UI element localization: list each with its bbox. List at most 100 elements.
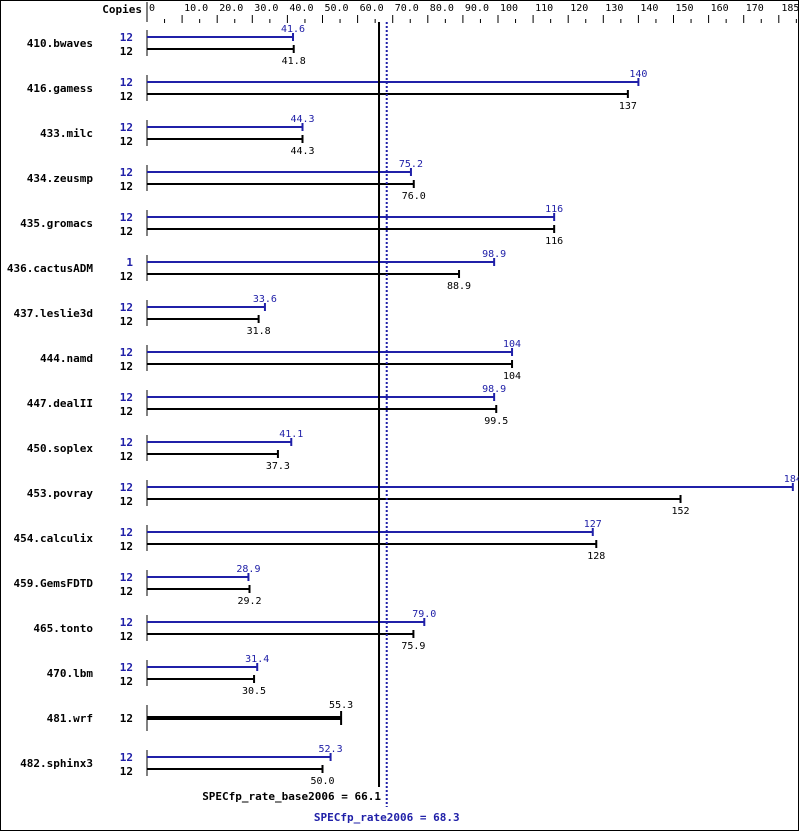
base-value-label: 128 — [587, 551, 605, 562]
base-value-label: 29.2 — [237, 596, 261, 607]
benchmark-name: 447.dealII — [27, 397, 93, 410]
base-value-label: 31.8 — [247, 326, 271, 337]
base-value-label: 30.5 — [242, 686, 266, 697]
benchmark-name: 410.bwaves — [27, 37, 93, 50]
peak-value-label: 41.1 — [279, 429, 303, 440]
benchmark-name: 416.gamess — [27, 82, 93, 95]
base-copies: 12 — [120, 495, 133, 508]
peak-copies: 1 — [126, 256, 133, 269]
peak-value-label: 28.9 — [236, 564, 260, 575]
peak-copies: 12 — [120, 391, 133, 404]
base-copies: 12 — [120, 180, 133, 193]
benchmark-row: 481.wrf 12 55.3 — [47, 700, 353, 731]
base-value-label: 137 — [619, 101, 637, 112]
peak-copies: 12 — [120, 661, 133, 674]
benchmark-name: 470.lbm — [47, 667, 94, 680]
axis-tick-label: 0 — [149, 3, 155, 14]
peak-copies: 12 — [120, 481, 133, 494]
peak-value-label: 79.0 — [412, 609, 436, 620]
base-copies: 12 — [120, 270, 133, 283]
base-value-label: 37.3 — [266, 461, 290, 472]
peak-copies: 12 — [120, 166, 133, 179]
axis-tick-label: 140 — [640, 3, 658, 14]
axis-tick-label: 30.0 — [254, 3, 278, 14]
axis-tick-label: 130 — [605, 3, 623, 14]
peak-copies: 12 — [120, 211, 133, 224]
benchmark-name: 434.zeusmp — [27, 172, 94, 185]
base-copies: 12 — [120, 630, 133, 643]
axis-tick-label: 60.0 — [360, 3, 384, 14]
axis-tick-label: 40.0 — [289, 3, 313, 14]
axis-tick-label: 70.0 — [395, 3, 419, 14]
peak-copies: 12 — [120, 301, 133, 314]
base-copies: 12 — [120, 450, 133, 463]
base-reference-label: SPECfp_rate_base2006 = 66.1 — [202, 790, 381, 803]
peak-copies: 12 — [120, 76, 133, 89]
peak-copies: 12 — [120, 346, 133, 359]
base-value-label: 75.9 — [401, 641, 425, 652]
base-copies: 12 — [120, 90, 133, 103]
copies-header: Copies — [102, 3, 142, 16]
peak-copies: 12 — [120, 436, 133, 449]
base-copies: 12 — [120, 315, 133, 328]
benchmark-name: 453.povray — [27, 487, 94, 500]
peak-value-label: 127 — [584, 519, 602, 530]
base-copies: 12 — [120, 405, 133, 418]
benchmark-name: 435.gromacs — [20, 217, 93, 230]
peak-value-label: 44.3 — [290, 114, 314, 125]
peak-value-label: 104 — [503, 339, 521, 350]
base-copies: 12 — [120, 45, 133, 58]
peak-value-label: 184 — [784, 474, 799, 485]
peak-copies: 12 — [120, 751, 133, 764]
peak-copies: 12 — [120, 571, 133, 584]
benchmark-name: 437.leslie3d — [14, 307, 93, 320]
base-value-label: 152 — [671, 506, 689, 517]
axis-tick-label: 185 — [781, 3, 799, 14]
peak-value-label: 140 — [629, 69, 647, 80]
benchmark-name: 450.soplex — [27, 442, 94, 455]
base-value-label: 50.0 — [310, 776, 334, 787]
axis-tick-label: 10.0 — [184, 3, 208, 14]
axis-tick-label: 100 — [500, 3, 518, 14]
peak-value-label: 116 — [545, 204, 563, 215]
benchmark-name: 454.calculix — [14, 532, 94, 545]
axis-tick-label: 90.0 — [465, 3, 489, 14]
base-value-label: 99.5 — [484, 416, 508, 427]
base-value-label: 88.9 — [447, 281, 471, 292]
peak-value-label: 31.4 — [245, 654, 269, 665]
peak-copies: 12 — [120, 526, 133, 539]
peak-value-label: 98.9 — [482, 384, 506, 395]
benchmark-name: 444.namd — [40, 352, 93, 365]
axis-tick-label: 110 — [535, 3, 553, 14]
benchmark-name: 433.milc — [40, 127, 93, 140]
peak-reference-label: SPECfp_rate2006 = 68.3 — [314, 811, 460, 824]
base-copies: 12 — [120, 360, 133, 373]
peak-value-label: 41.6 — [281, 24, 305, 35]
base-copies: 12 — [120, 712, 133, 725]
benchmark-name: 481.wrf — [47, 712, 93, 725]
peak-copies: 12 — [120, 616, 133, 629]
peak-value-label: 75.2 — [399, 159, 423, 170]
axis-tick-label: 120 — [570, 3, 588, 14]
axis-tick-label: 150 — [676, 3, 694, 14]
peak-copies: 12 — [120, 121, 133, 134]
benchmark-name: 482.sphinx3 — [20, 757, 93, 770]
peak-value-label: 98.9 — [482, 249, 506, 260]
base-copies: 12 — [120, 135, 133, 148]
benchmark-name: 459.GemsFDTD — [14, 577, 94, 590]
base-value-label: 104 — [503, 371, 521, 382]
